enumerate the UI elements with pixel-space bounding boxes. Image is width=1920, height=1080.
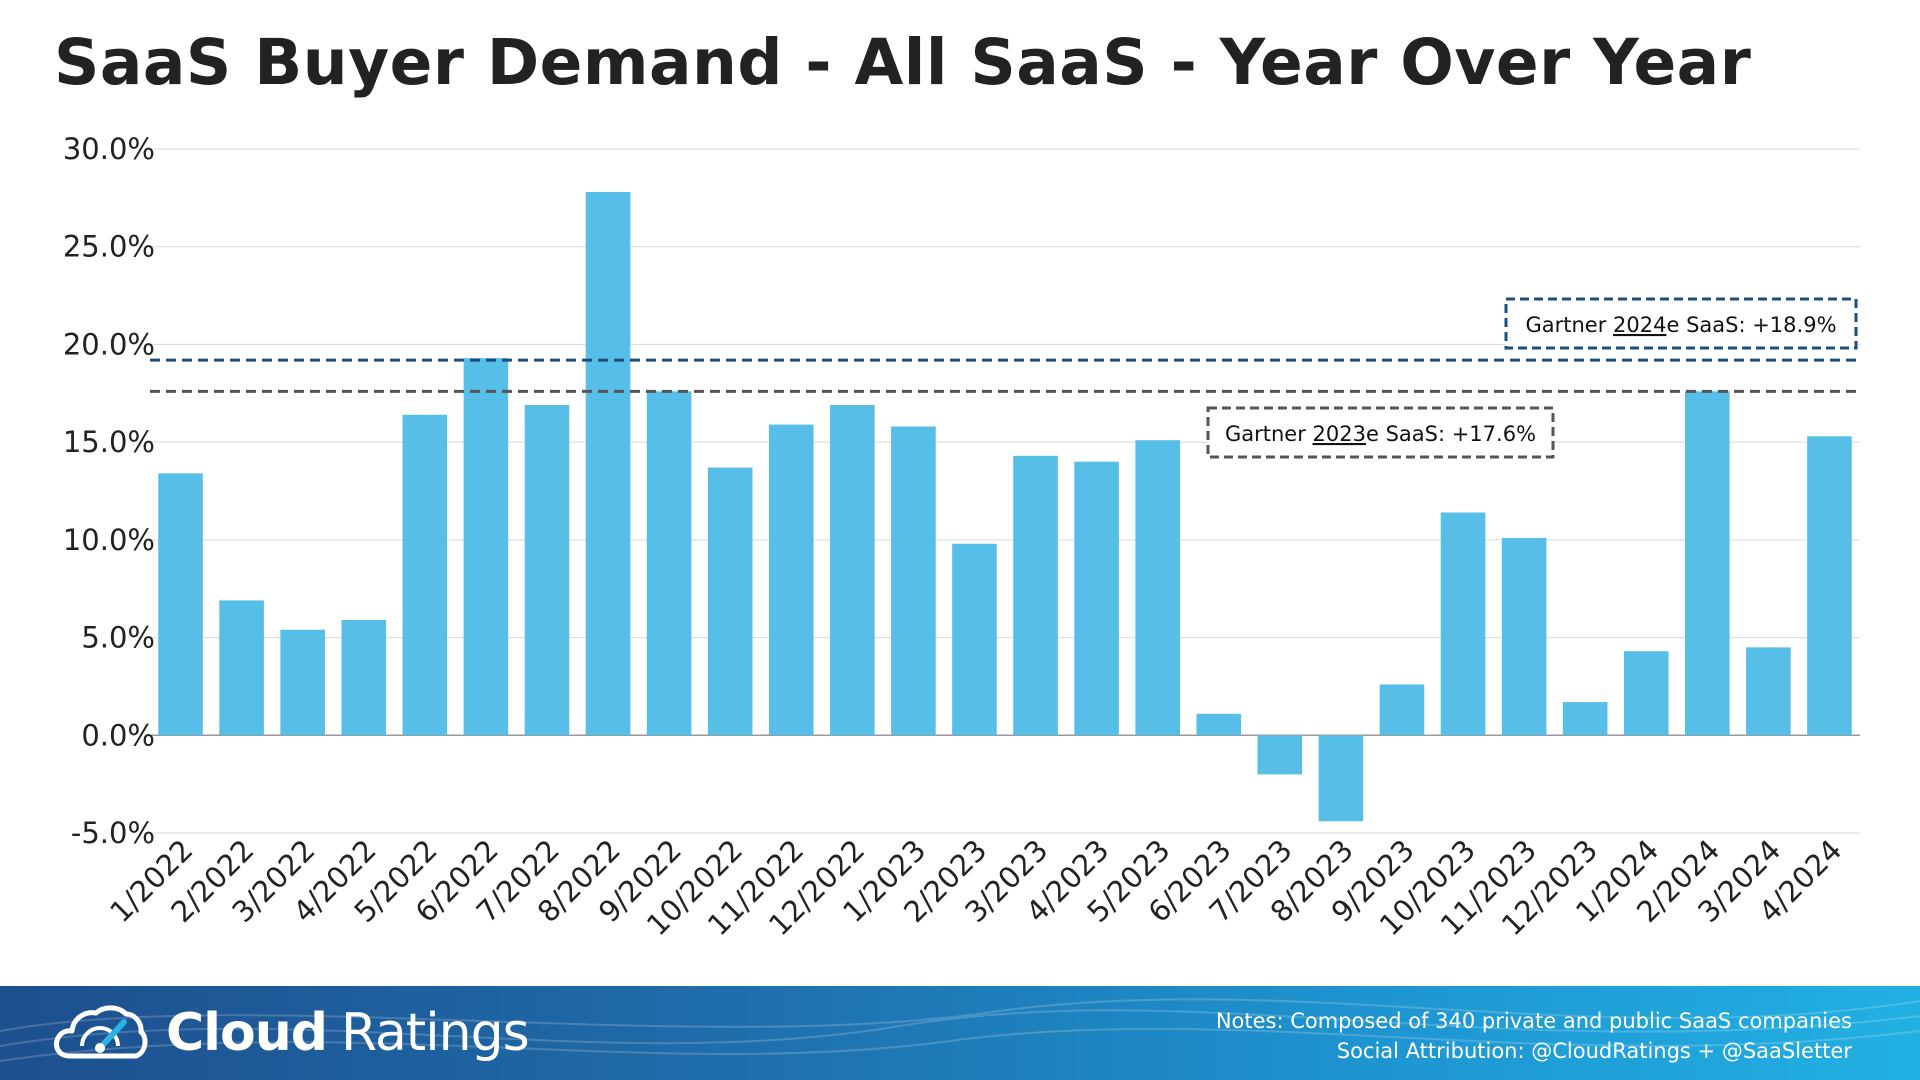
bar-4-2022[interactable] xyxy=(341,619,387,736)
bar-2-2022[interactable] xyxy=(219,600,264,736)
bar-7-2022[interactable] xyxy=(524,405,570,736)
y-tick-label: 10.0% xyxy=(63,523,155,557)
bar-6-2022[interactable] xyxy=(463,358,509,736)
bar-9-2023[interactable] xyxy=(1379,684,1425,736)
bar-9-2022[interactable] xyxy=(646,391,692,736)
bar-11-2022[interactable] xyxy=(768,424,814,736)
bar-2-2023[interactable] xyxy=(952,543,997,736)
bar-5-2023[interactable] xyxy=(1135,440,1180,736)
y-tick-label: 25.0% xyxy=(63,230,155,264)
footer-notes: Notes: Composed of 340 private and publi… xyxy=(1216,1006,1852,1066)
bar-12-2022[interactable] xyxy=(830,405,875,736)
gartner-2024-label: Gartner 2024e SaaS: +18.9% xyxy=(1525,313,1836,337)
y-tick-label: -5.0% xyxy=(71,816,155,850)
footer-banner: Cloud Ratings Notes: Composed of 340 pri… xyxy=(0,986,1920,1080)
reference-lines: Gartner 2024e SaaS: +18.9% Gartner 2023e … xyxy=(150,297,1860,459)
gartner-2023-label-box xyxy=(1206,406,1555,459)
y-tick-label: 30.0% xyxy=(63,132,155,166)
y-tick-label: 0.0% xyxy=(81,718,155,752)
bar-1-2023[interactable] xyxy=(891,426,936,736)
bar-11-2023[interactable] xyxy=(1501,537,1547,736)
bar-1-2024[interactable] xyxy=(1623,651,1669,736)
bars xyxy=(158,191,1852,822)
brand-name-light: Ratings xyxy=(340,1003,530,1063)
bar-4-2024[interactable] xyxy=(1807,436,1852,736)
bar-8-2022[interactable] xyxy=(585,191,631,736)
y-axis-tick-labels: 30.0% 25.0% 20.0% 15.0% 10.0% 5.0% 0.0% -5.0% xyxy=(63,132,155,850)
bar-chart: 30.0% 25.0% 20.0% 15.0% 10.0% 5.0% 0.0% -5.0% 1… xyxy=(63,132,1860,942)
y-tick-label: 15.0% xyxy=(63,425,155,459)
bar-7-2023[interactable] xyxy=(1257,735,1303,775)
brand-logo[interactable]: Cloud Ratings xyxy=(52,1000,530,1066)
bar-1-2022[interactable] xyxy=(158,473,203,736)
bar-4-2023[interactable] xyxy=(1074,461,1119,736)
bar-8-2023[interactable] xyxy=(1318,735,1364,822)
bar-3-2024[interactable] xyxy=(1746,647,1791,736)
chart-title: SaaS Buyer Demand - All SaaS - Year Over… xyxy=(54,26,1752,99)
y-tick-label: 5.0% xyxy=(81,621,155,655)
bar-5-2022[interactable] xyxy=(402,414,448,736)
bar-10-2022[interactable] xyxy=(707,467,753,736)
y-tick-label: 20.0% xyxy=(63,327,155,361)
bar-10-2023[interactable] xyxy=(1440,512,1486,736)
bar-6-2023[interactable] xyxy=(1196,713,1242,736)
brand-name-bold: Cloud xyxy=(166,1003,328,1063)
bar-12-2023[interactable] xyxy=(1562,702,1608,736)
bar-2-2024[interactable] xyxy=(1685,391,1730,736)
x-axis-tick-labels: 1/20222/20223/20224/20225/20226/20227/20… xyxy=(103,833,1848,942)
gartner-2024-label-box xyxy=(1504,297,1858,350)
gartner-2023-label: Gartner 2023e SaaS: +17.6% xyxy=(1225,422,1536,446)
footer-wave-pattern xyxy=(0,998,1920,1062)
notes-line: Notes: Composed of 340 private and publi… xyxy=(1215,1009,1852,1033)
bar-3-2023[interactable] xyxy=(1013,455,1058,736)
cloud-gauge-icon xyxy=(54,1005,148,1059)
attribution-line: Social Attribution: @CloudRatings + @Saa… xyxy=(1336,1039,1852,1063)
bar-3-2022[interactable] xyxy=(280,629,325,736)
